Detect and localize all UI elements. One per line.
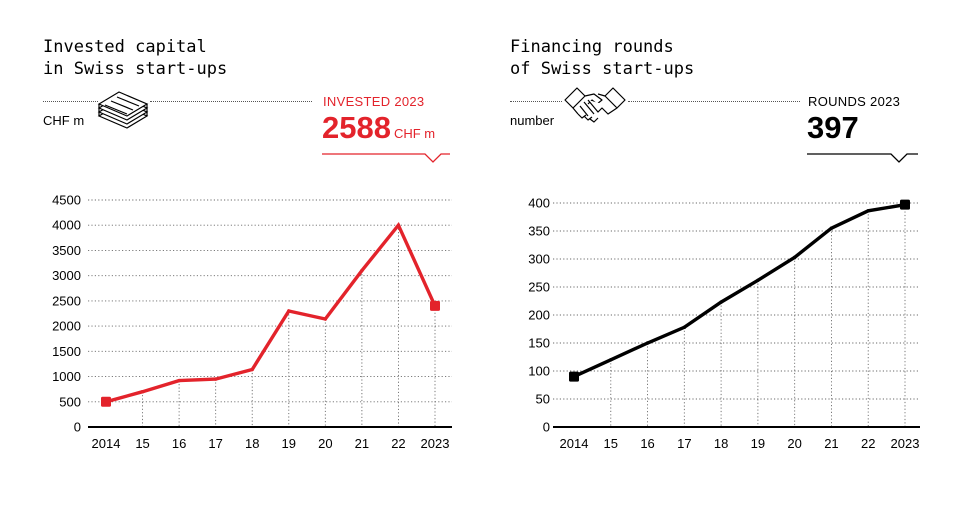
x-tick-label: 21 <box>355 436 369 451</box>
data-point <box>140 389 145 394</box>
x-tick-label: 18 <box>714 436 728 451</box>
leader-line <box>510 101 562 102</box>
x-tick-label: 22 <box>861 436 875 451</box>
data-point <box>177 378 181 383</box>
x-tick-label: 15 <box>604 436 618 451</box>
leader-line <box>43 101 98 102</box>
kpi-label: ROUNDS 2023 <box>808 94 901 109</box>
title-line-2: of Swiss start-ups <box>510 59 695 79</box>
y-tick-label: 200 <box>528 308 550 323</box>
y-tick-label: 1000 <box>52 369 81 384</box>
data-point <box>756 278 760 282</box>
invested-capital-chart: 0 500 1000 1500 2000 2500 3000 3500 4000 4500 2014… <box>52 193 452 451</box>
invested-capital-title: Invested capital in Swiss start-ups <box>43 36 227 80</box>
x-tick-label: 2023 <box>891 436 920 451</box>
banknote-stack-icon <box>97 91 149 129</box>
data-point <box>866 209 870 213</box>
invested-capital-panel: Invested capital in Swiss start-ups CHF … <box>0 0 480 505</box>
y-tick-label: 3500 <box>52 243 81 258</box>
data-point <box>682 325 687 330</box>
y-tick-label: 300 <box>528 252 550 267</box>
data-point-marker <box>569 371 579 382</box>
x-tick-label: 15 <box>135 436 149 451</box>
financing-rounds-chart: 0 50 100 150 200 250 300 350 400 2014 15 16 17 18 19 20… <box>528 196 920 451</box>
y-tick-label: 0 <box>543 420 550 435</box>
data-point <box>323 317 328 321</box>
x-tick-label: 20 <box>318 436 332 451</box>
kpi-pointer <box>322 153 450 163</box>
y-tick-label: 1500 <box>52 344 81 359</box>
y-tick-label: 3000 <box>52 268 81 283</box>
leader-line <box>150 101 312 102</box>
x-tick-label: 16 <box>640 436 654 451</box>
title-line-1: Financing rounds <box>510 37 674 57</box>
title-line-1: Invested capital <box>43 37 207 57</box>
kpi-number: 397 <box>807 110 859 145</box>
y-tick-label: 500 <box>59 394 81 409</box>
leader-line <box>628 101 800 102</box>
x-tick-label: 19 <box>751 436 765 451</box>
data-point <box>360 268 364 273</box>
data-point <box>250 367 254 372</box>
kpi-value: 397 <box>807 112 859 144</box>
x-tick-label: 18 <box>245 436 259 451</box>
x-tick-label: 21 <box>824 436 838 451</box>
title-line-2: in Swiss start-ups <box>43 59 228 79</box>
x-tick-label: 16 <box>172 436 186 451</box>
data-point <box>396 223 401 227</box>
unit-label: CHF m <box>43 113 85 128</box>
data-point <box>213 377 218 381</box>
y-tick-label: 2000 <box>52 319 81 334</box>
x-tick-label: 2023 <box>421 436 450 451</box>
y-tick-label: 400 <box>528 196 550 211</box>
y-tick-label: 2500 <box>52 293 81 308</box>
kpi-unit: CHF m <box>393 126 436 141</box>
kpi-number: 2588 <box>322 110 391 145</box>
kpi-value: 2588 CHF m <box>322 112 435 150</box>
kpi-label: INVESTED 2023 <box>323 94 425 109</box>
x-tick-label: 20 <box>787 436 801 451</box>
series-line <box>573 203 906 379</box>
x-tick-label: 2014 <box>92 436 121 451</box>
y-tick-label: 250 <box>528 280 550 295</box>
y-tick-label: 0 <box>74 420 81 435</box>
kpi-pointer <box>807 153 918 163</box>
data-point <box>829 226 834 230</box>
data-point <box>609 358 613 362</box>
handshake-icon <box>564 87 626 123</box>
x-tick-label: 19 <box>282 436 296 451</box>
x-tick-label: 2014 <box>560 436 589 451</box>
x-tick-label: 17 <box>208 436 222 451</box>
financing-rounds-title: Financing rounds of Swiss start-ups <box>510 36 694 80</box>
data-point <box>792 255 797 260</box>
y-tick-label: 100 <box>528 364 550 379</box>
data-point-marker <box>900 199 910 210</box>
data-point <box>645 341 650 345</box>
series-line <box>105 221 437 404</box>
y-tick-label: 150 <box>528 336 550 351</box>
financing-rounds-panel: Financing rounds of Swiss start-ups numb… <box>480 0 961 505</box>
data-point-marker <box>101 396 111 407</box>
y-tick-label: 50 <box>536 392 550 407</box>
data-point-marker <box>430 300 440 311</box>
y-tick-label: 4000 <box>52 218 81 233</box>
data-point <box>719 300 723 304</box>
y-tick-label: 350 <box>528 224 550 239</box>
unit-label: number <box>510 113 555 128</box>
x-tick-label: 22 <box>391 436 405 451</box>
data-point <box>287 309 291 313</box>
x-tick-label: 17 <box>677 436 691 451</box>
y-tick-label: 4500 <box>52 193 81 208</box>
